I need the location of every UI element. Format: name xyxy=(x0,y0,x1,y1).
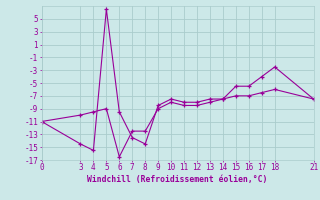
X-axis label: Windchill (Refroidissement éolien,°C): Windchill (Refroidissement éolien,°C) xyxy=(87,175,268,184)
